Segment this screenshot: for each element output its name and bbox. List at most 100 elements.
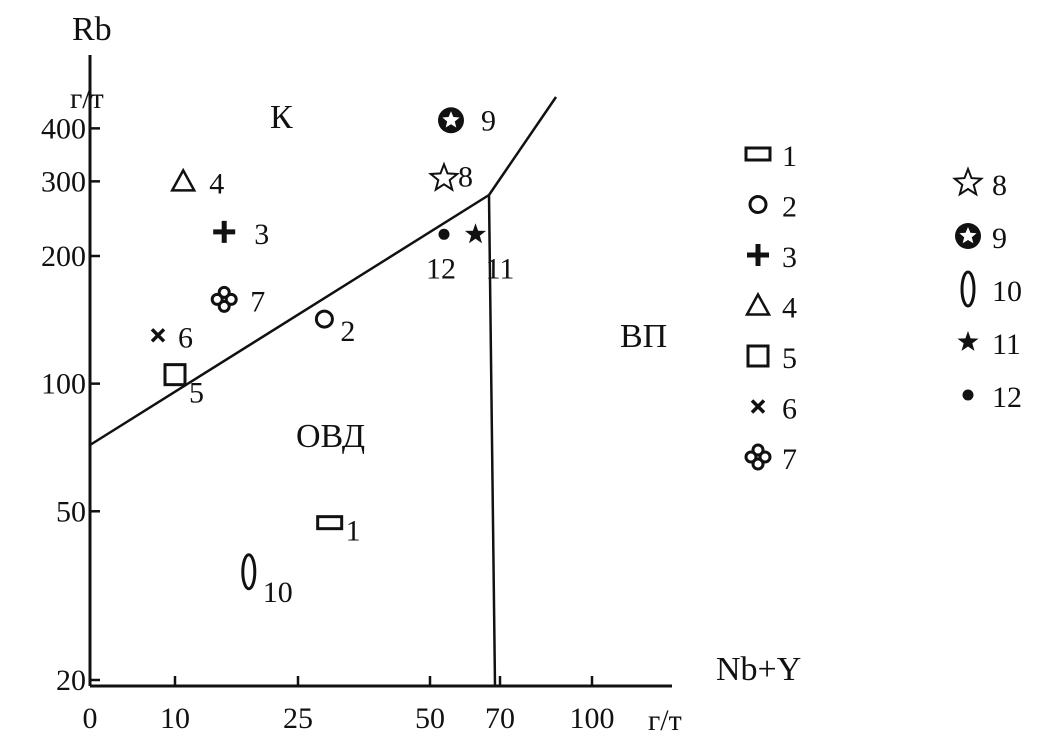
data-point-8: 8 (428, 160, 473, 193)
x-tick-label: 70 (485, 702, 515, 735)
x-axis-title: Nb+Y (716, 651, 801, 688)
quatrefoil-lobe (217, 299, 231, 313)
marker-circle (314, 309, 334, 329)
y-tick-label: 50 (56, 495, 86, 528)
legend-label: 11 (992, 328, 1021, 361)
quatrefoil-lobe (758, 450, 772, 464)
legend-item-6: 6 (750, 393, 797, 426)
x-tick-label: 50 (415, 702, 445, 735)
legend-marker-ellipse (960, 270, 976, 308)
marker-quatrefoil (210, 285, 238, 313)
legend-label: 10 (992, 275, 1022, 308)
legend-item-12: 12 (962, 381, 1022, 414)
data-point-5: 5 (163, 363, 204, 410)
x-tick-label: 0 (83, 702, 98, 735)
quatrefoil-lobe (751, 443, 765, 457)
marker-star-circle (438, 107, 464, 134)
legend-marker-square (746, 344, 770, 368)
legend-item-9: 9 (955, 222, 1007, 255)
legend-marker-star-open (952, 166, 984, 197)
quatrefoil-lobe (210, 292, 224, 306)
point-label: 1 (346, 515, 361, 548)
legend-label: 12 (992, 381, 1022, 414)
legend-item-7: 7 (744, 443, 797, 476)
x-tick-label: 10 (160, 702, 190, 735)
boundary-k-ovd (89, 193, 490, 447)
point-label: 11 (486, 252, 515, 285)
legend-item-4: 4 (744, 291, 797, 325)
data-point-4: 4 (170, 167, 224, 200)
marker-rect (316, 515, 344, 531)
y-tick-label: 400 (41, 112, 86, 145)
legend-item-8: 8 (952, 166, 1007, 202)
region-label-vp: ВП (620, 318, 667, 355)
star-circle-star (959, 227, 977, 244)
quatrefoil-lobe (217, 285, 231, 299)
legend-label: 3 (782, 241, 797, 274)
quatrefoil-lobe (751, 457, 765, 471)
point-label: 2 (340, 315, 355, 348)
boundary-ovd-vp (487, 194, 497, 687)
legend-marker-circle (748, 195, 768, 214)
legend-marker-rect (744, 146, 772, 162)
quatrefoil-lobe (224, 292, 238, 306)
legend-marker-plus (747, 244, 769, 266)
data-point-11: 11 (465, 223, 514, 285)
legend-item-10: 10 (960, 270, 1022, 308)
data-point-3: 3 (213, 218, 269, 251)
legend-marker-cross (750, 399, 766, 414)
x-axis-unit: г/т (648, 704, 682, 737)
legend-marker-star-filled (957, 331, 979, 351)
legend-marker-triangle (744, 291, 772, 316)
legend-item-5: 5 (746, 342, 797, 375)
x-tick-label: 100 (570, 702, 615, 735)
region-label-k: К (270, 99, 293, 136)
y-tick-label: 100 (41, 368, 86, 401)
y-ticks: 20 50 100 200 300 400 (41, 112, 100, 697)
point-label: 10 (263, 576, 293, 609)
quatrefoil-lobe (744, 450, 758, 464)
point-label: 6 (178, 321, 193, 354)
data-point-9: 9 (438, 104, 496, 137)
marker-ellipse (241, 553, 257, 591)
y-axis-title: Rb (72, 11, 112, 48)
marker-square (163, 363, 187, 387)
y-tick-label: 20 (56, 664, 86, 697)
marker-triangle (170, 167, 197, 192)
legend-marker-dot (962, 389, 974, 401)
point-label: 5 (189, 377, 204, 410)
legend-label: 8 (992, 169, 1007, 202)
field-boundaries (89, 96, 558, 687)
data-point-7: 7 (210, 285, 265, 318)
star-circle-star (442, 111, 460, 128)
legend-item-11: 11 (957, 328, 1021, 361)
marker-cross (150, 328, 166, 343)
y-axis-unit: г/т (70, 82, 104, 115)
marker-star-filled (465, 223, 486, 244)
legend-label: 5 (782, 342, 797, 375)
boundary-k-vp (487, 96, 558, 196)
data-point-1: 1 (316, 515, 361, 548)
x-tick-label: 25 (283, 702, 313, 735)
data-point-6: 6 (150, 321, 193, 354)
legend-label: 1 (782, 140, 797, 173)
point-label: 3 (254, 218, 269, 251)
y-tick-label: 200 (41, 240, 86, 273)
y-tick-label: 300 (41, 165, 86, 198)
marker-plus (213, 220, 236, 243)
legend-marker-star-circle (955, 223, 981, 249)
legend-label: 9 (992, 222, 1007, 255)
x-ticks: 0 10 25 50 70 100 (83, 676, 615, 735)
region-label-ovd: ОВД (296, 418, 365, 455)
marker-dot (438, 228, 450, 240)
point-label: 7 (250, 285, 265, 318)
data-point-12: 12 (426, 228, 456, 285)
field-labels: К ВП ОВД (270, 99, 667, 455)
marker-star-open (428, 161, 460, 192)
legend-item-3: 3 (747, 241, 797, 274)
legend-label: 2 (782, 191, 797, 224)
legend-item-1: 1 (744, 140, 797, 173)
